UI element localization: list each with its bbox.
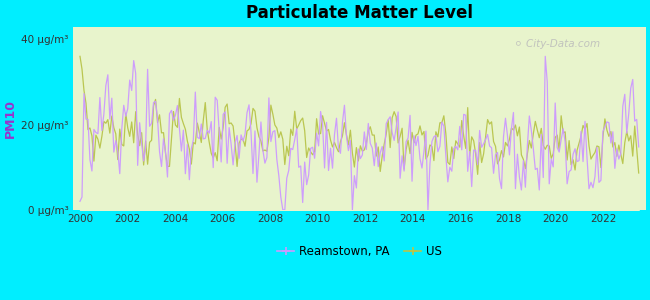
Title: Particulate Matter Level: Particulate Matter Level xyxy=(246,4,473,22)
Text: ⚪ City-Data.com: ⚪ City-Data.com xyxy=(514,39,600,49)
Y-axis label: PM10: PM10 xyxy=(4,99,17,138)
Legend: Reamstown, PA, US: Reamstown, PA, US xyxy=(272,240,447,262)
